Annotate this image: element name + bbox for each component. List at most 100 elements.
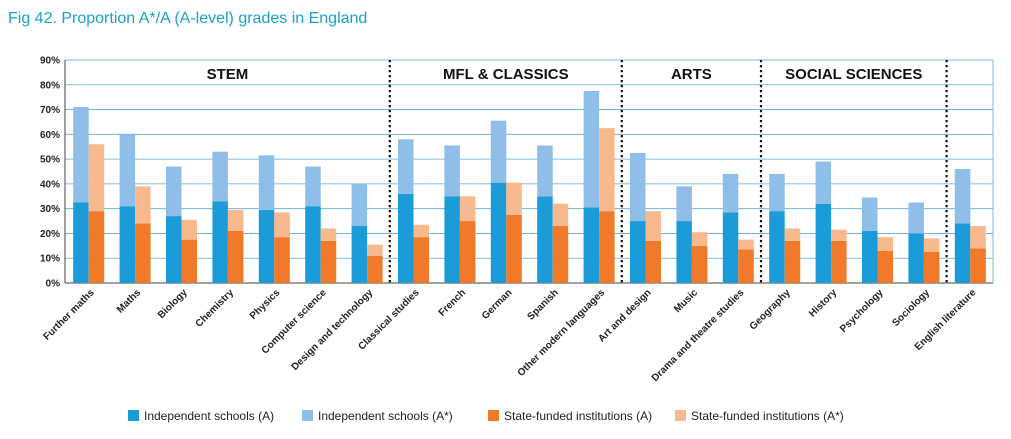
bar-independent-a	[258, 209, 275, 283]
bar-independent-a	[73, 202, 89, 283]
bar-state-a	[691, 245, 708, 283]
bar-state-astar	[831, 229, 847, 241]
x-category-label: Spanish	[526, 287, 561, 322]
bar-state-astar	[227, 209, 244, 231]
y-tick-label: 30%	[40, 204, 60, 215]
bar-state-astar	[877, 237, 893, 251]
x-category-label: Maths	[115, 287, 144, 316]
y-tick-label: 50%	[40, 155, 60, 166]
bar-state-astar	[274, 212, 290, 238]
group-separators	[388, 60, 948, 283]
legend-label: State-funded institutions (A*)	[691, 409, 844, 423]
x-category-label: Drama and theatre studies	[650, 287, 747, 384]
x-category-label: Sociology	[890, 287, 932, 329]
bar-state-a	[923, 252, 940, 283]
bar-independent-astar	[722, 173, 739, 213]
legend-label: Independent schools (A)	[144, 409, 274, 423]
x-category-label: Biology	[156, 287, 190, 321]
legend-swatch	[675, 410, 686, 421]
bar-state-astar	[506, 182, 522, 215]
x-category-label: Physics	[248, 287, 283, 322]
bar-state-a	[227, 230, 244, 283]
bar-state-astar	[88, 144, 105, 212]
y-tick-label: 10%	[40, 254, 60, 265]
y-axis: 0% 10% 20% 30% 40% 50% 60% 70% 80% 90%	[40, 56, 60, 290]
bar-state-a	[784, 240, 801, 283]
bar-independent-a	[722, 212, 739, 283]
bar-state-a	[970, 248, 986, 283]
bar-state-a	[506, 214, 522, 283]
group-label: ARTS	[671, 66, 712, 83]
bar-independent-astar	[769, 173, 785, 212]
x-axis: Further maths Maths Biology Chemistry Physic…	[42, 287, 979, 384]
bar-independent-a	[676, 221, 692, 283]
bar-state-a	[274, 237, 290, 283]
chart-title: Fig 42. Proportion A*/A (A-level) grades…	[8, 10, 368, 27]
group-label: STEM	[207, 66, 249, 83]
bar-independent-astar	[537, 145, 553, 197]
bar-state-astar	[320, 228, 337, 241]
bar-state-a	[552, 226, 569, 283]
bar-independent-a	[862, 230, 878, 283]
bar-independent-a	[119, 206, 136, 283]
legend-swatch	[488, 410, 499, 421]
bar-independent-astar	[305, 166, 321, 207]
bar-state-a	[135, 223, 151, 283]
bar-state-a	[831, 240, 847, 283]
bar-state-a	[181, 239, 197, 283]
bar-state-astar	[645, 211, 661, 241]
bar-independent-astar	[954, 169, 971, 224]
y-tick-label: 70%	[40, 105, 60, 116]
bar-independent-a	[630, 221, 646, 283]
group-label: SOCIAL SCIENCES	[785, 66, 922, 83]
bar-state-astar	[784, 228, 801, 241]
bar-independent-astar	[908, 202, 924, 234]
y-tick-label: 20%	[40, 229, 60, 240]
bar-state-astar	[599, 128, 615, 212]
bar-state-a	[599, 211, 615, 283]
bar-independent-a	[398, 193, 414, 283]
x-category-label: Further maths	[42, 287, 98, 343]
bar-state-astar	[459, 196, 476, 222]
bar-independent-a	[212, 201, 228, 283]
bar-independent-astar	[212, 151, 228, 202]
bar-state-astar	[691, 232, 708, 246]
bar-state-a	[645, 240, 661, 283]
y-tick-label: 90%	[40, 56, 60, 67]
bar-independent-astar	[73, 107, 89, 203]
legend: Independent schools (A) Independent schoo…	[128, 409, 844, 423]
bar-independent-a	[815, 203, 832, 283]
bar-independent-astar	[490, 120, 507, 183]
bar-state-a	[459, 221, 476, 283]
bar-independent-astar	[119, 134, 136, 207]
bar-independent-a	[954, 223, 971, 283]
bar-independent-astar	[166, 166, 182, 217]
bar-independent-astar	[630, 152, 646, 222]
x-category-label: Design and technology	[290, 287, 376, 373]
bar-state-a	[367, 255, 383, 283]
y-tick-label: 60%	[40, 130, 60, 141]
bar-independent-astar	[583, 90, 600, 208]
grid	[64, 59, 994, 284]
x-category-label: Music	[672, 287, 700, 315]
legend-swatch	[128, 410, 139, 421]
x-category-label: Geography	[748, 287, 793, 332]
bar-independent-astar	[444, 145, 460, 197]
bar-state-astar	[923, 238, 940, 253]
bar-state-a	[413, 237, 429, 283]
legend-swatch	[302, 410, 313, 421]
x-category-label: Chemistry	[194, 287, 237, 330]
bar-independent-a	[490, 182, 507, 283]
x-category-label: French	[437, 287, 468, 318]
bar-independent-a	[583, 207, 600, 283]
bar-state-astar	[181, 219, 197, 240]
bar-state-astar	[413, 224, 429, 238]
bar-state-a	[738, 249, 754, 283]
bar-independent-a	[908, 233, 924, 283]
y-tick-label: 0%	[46, 279, 61, 290]
x-category-label: History	[807, 287, 839, 319]
bar-independent-a	[444, 196, 460, 283]
bar-independent-astar	[351, 183, 368, 227]
bar-independent-astar	[862, 197, 878, 231]
x-category-label: Psychology	[838, 287, 886, 335]
